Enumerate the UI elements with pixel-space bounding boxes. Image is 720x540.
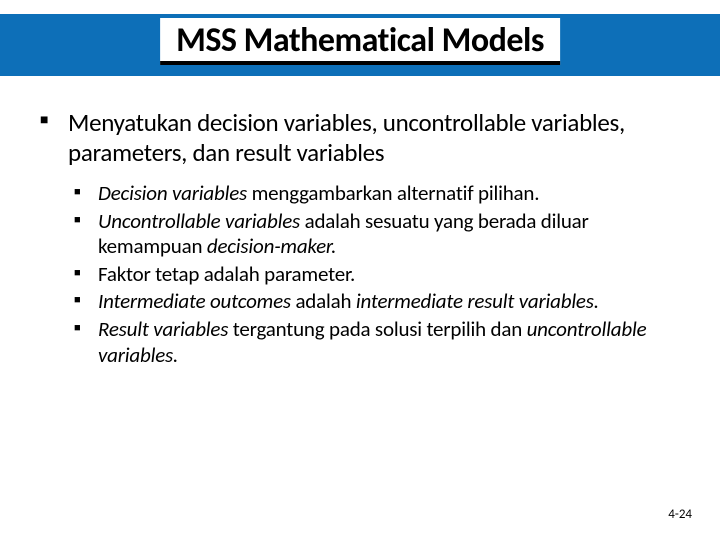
sub-bullet: Faktor tetap adalah parameter. — [74, 262, 680, 288]
sub-bullet-segment: adalah — [291, 288, 356, 314]
sub-bullet-list: Decision variables menggambarkan alterna… — [74, 181, 680, 368]
sub-bullet-segment: Result variables — [98, 316, 228, 342]
main-bullet: Menyatukan decision variables, uncontrol… — [40, 108, 680, 368]
sub-bullet-segment: menggambarkan alternatif pilihan. — [247, 180, 539, 206]
sub-bullet-segment: decision-maker. — [207, 233, 336, 259]
title-container: MSS Mathematical Models — [160, 18, 560, 65]
sub-bullet-segment: Uncontrollable variables — [98, 208, 300, 234]
page-number: 4-24 — [668, 507, 692, 522]
sub-bullet: Intermediate outcomes adalah intermediat… — [74, 289, 680, 315]
slide-title: MSS Mathematical Models — [176, 20, 544, 61]
slide-content: Menyatukan decision variables, uncontrol… — [40, 108, 680, 370]
main-bullet-text: Menyatukan decision variables, uncontrol… — [68, 107, 625, 168]
sub-bullet: Uncontrollable variables adalah sesuatu … — [74, 209, 680, 260]
sub-bullet-segment: Decision variables — [98, 180, 247, 206]
sub-bullet: Result variables tergantung pada solusi … — [74, 317, 680, 368]
main-bullet-list: Menyatukan decision variables, uncontrol… — [40, 108, 680, 368]
sub-bullet: Decision variables menggambarkan alterna… — [74, 181, 680, 207]
sub-bullet-segment: Faktor tetap adalah parameter. — [98, 261, 355, 287]
sub-bullet-segment: Intermediate outcomes — [98, 288, 291, 314]
sub-bullet-segment: tergantung pada solusi terpilih dan — [228, 316, 526, 342]
sub-bullet-segment: intermediate result variables. — [356, 288, 599, 314]
